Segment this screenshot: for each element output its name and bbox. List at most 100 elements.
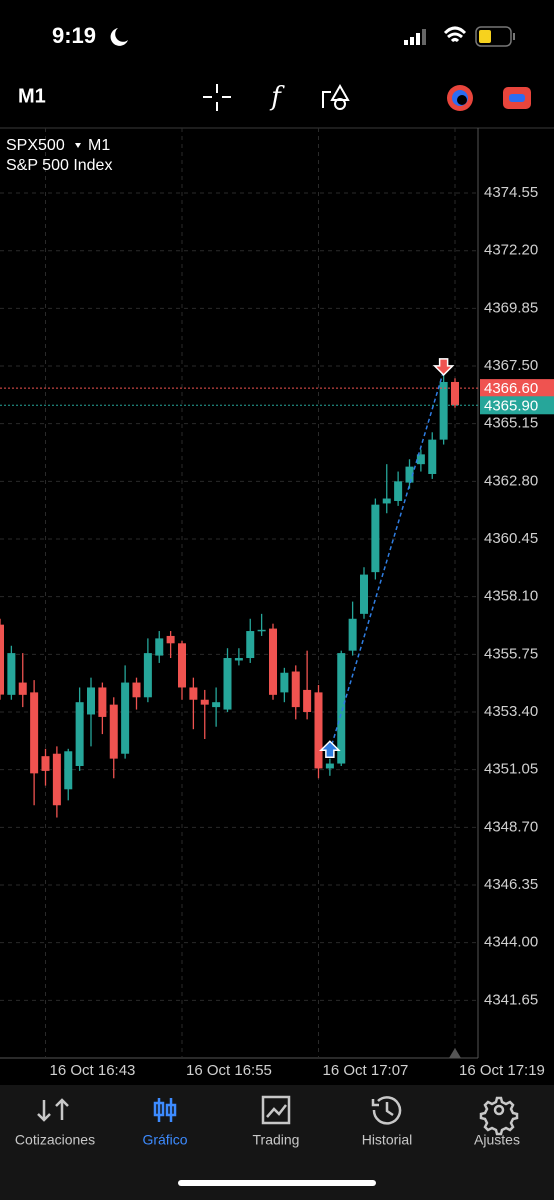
candle-body bbox=[416, 454, 425, 465]
y-tick-label: 4372.20 bbox=[484, 242, 538, 259]
y-tick-label: 4358.10 bbox=[484, 588, 538, 605]
candle-body bbox=[428, 439, 437, 474]
crosshair-button[interactable] bbox=[203, 84, 231, 111]
home-indicator bbox=[178, 1180, 376, 1186]
y-tick-label: 4362.80 bbox=[484, 472, 538, 489]
tab-label: Historial bbox=[362, 1132, 413, 1148]
y-tick-label: 4360.45 bbox=[484, 530, 538, 547]
tab-icon bbox=[153, 1098, 177, 1122]
tab-icon bbox=[371, 1096, 402, 1125]
y-tick-label: 4341.65 bbox=[484, 991, 538, 1008]
candle-body bbox=[64, 751, 73, 790]
candle-body bbox=[155, 638, 164, 656]
candle-body bbox=[405, 466, 414, 483]
tab-icon-hole bbox=[493, 1104, 505, 1116]
candle-body bbox=[143, 653, 152, 698]
tab-icon bbox=[261, 1095, 291, 1125]
y-tick-label: 4348.70 bbox=[484, 818, 538, 835]
x-tick-label: 16 Oct 17:19 bbox=[459, 1062, 545, 1079]
y-tick-label: 4369.85 bbox=[484, 299, 538, 316]
tab-label: Ajustes bbox=[474, 1132, 520, 1148]
x-tick-label: 16 Oct 17:07 bbox=[323, 1062, 409, 1079]
y-tick-label: 4365.15 bbox=[484, 415, 538, 432]
tab-label: Gráfico bbox=[142, 1132, 187, 1148]
tab-layer: Cotizaciones Gráfico Trading Historial Ajust… bbox=[15, 1095, 520, 1148]
tab-label: Trading bbox=[253, 1132, 300, 1148]
symbol[interactable]: SPX500 bbox=[6, 137, 65, 154]
x-tick-label: 16 Oct 16:43 bbox=[50, 1062, 136, 1079]
wifi-icon bbox=[443, 26, 467, 43]
candle-body bbox=[257, 629, 266, 632]
tab-icon bbox=[37, 1098, 69, 1122]
symbol-description: S&P 500 Index bbox=[6, 157, 112, 174]
candle-body bbox=[98, 687, 107, 717]
symbol-dropdown-icon bbox=[75, 143, 81, 148]
candle-body bbox=[121, 682, 130, 754]
candle-body bbox=[75, 702, 84, 766]
candle-body bbox=[178, 643, 186, 688]
candle-body bbox=[371, 504, 380, 573]
candle-body bbox=[360, 574, 368, 614]
scroll-marker bbox=[449, 1048, 461, 1058]
candle-body bbox=[7, 653, 16, 695]
candle-body bbox=[132, 682, 141, 698]
account-button[interactable] bbox=[447, 85, 473, 111]
candle-body bbox=[451, 381, 459, 406]
candle-body bbox=[291, 671, 300, 708]
candle-body bbox=[223, 658, 232, 710]
candle-body bbox=[325, 763, 334, 769]
sell-arrow bbox=[432, 358, 455, 376]
tab-label: Cotizaciones bbox=[15, 1132, 95, 1148]
candle-body bbox=[246, 631, 255, 659]
candle-body bbox=[314, 692, 323, 769]
trade-link bbox=[329, 370, 445, 752]
candle-body bbox=[348, 618, 357, 651]
price-label: 4365.90 bbox=[484, 397, 538, 414]
candle-body bbox=[87, 687, 95, 715]
trade-button[interactable] bbox=[503, 87, 531, 109]
y-tick-label: 4374.55 bbox=[484, 184, 538, 201]
tab-icon bbox=[479, 1096, 519, 1136]
tab-item[interactable]: Historial bbox=[362, 1096, 413, 1148]
candle-body bbox=[189, 687, 198, 700]
y-tick-label: 4346.35 bbox=[484, 876, 538, 893]
tab-item[interactable]: Gráfico bbox=[142, 1098, 188, 1148]
status-time: 9:19 bbox=[52, 23, 96, 48]
candle-body bbox=[382, 498, 391, 504]
tab-item[interactable]: Ajustes bbox=[474, 1096, 520, 1148]
buy-arrow bbox=[319, 740, 341, 759]
timeframe-button[interactable]: M1 bbox=[18, 85, 46, 107]
price-label-box bbox=[480, 379, 554, 398]
y-tick-label: 4344.00 bbox=[484, 934, 538, 951]
tab-item[interactable]: Trading bbox=[253, 1095, 300, 1148]
objects-button[interactable] bbox=[322, 83, 350, 110]
moon-icon bbox=[110, 28, 128, 46]
candle-body bbox=[109, 704, 118, 759]
candle-body bbox=[280, 672, 289, 693]
candle-body bbox=[200, 699, 209, 705]
candle-body bbox=[269, 628, 277, 695]
candle-body bbox=[212, 702, 221, 708]
candle-body bbox=[52, 753, 61, 806]
y-tick-label: 4351.05 bbox=[484, 761, 538, 778]
tab-item[interactable]: Cotizaciones bbox=[15, 1098, 95, 1148]
candle-body bbox=[394, 481, 403, 501]
candle-body bbox=[303, 689, 312, 713]
candle-body bbox=[234, 658, 243, 661]
price-label: 4366.60 bbox=[484, 380, 538, 397]
candle-body bbox=[337, 653, 346, 764]
battery-icon bbox=[475, 26, 515, 47]
y-tick-label: 4367.50 bbox=[484, 357, 538, 374]
candle-body bbox=[166, 635, 175, 644]
x-tick-label: 16 Oct 16:55 bbox=[186, 1062, 272, 1079]
chart-timeframe: M1 bbox=[88, 137, 110, 154]
candle-body bbox=[18, 682, 27, 695]
candle-body bbox=[0, 624, 4, 695]
chart-layer: 4374.55 4372.20 4369.85 4367.50 4365.15 4362.… bbox=[0, 128, 554, 1079]
signal-icon bbox=[404, 29, 426, 45]
candle-body bbox=[439, 381, 448, 440]
y-tick-label: 4353.40 bbox=[484, 703, 538, 720]
